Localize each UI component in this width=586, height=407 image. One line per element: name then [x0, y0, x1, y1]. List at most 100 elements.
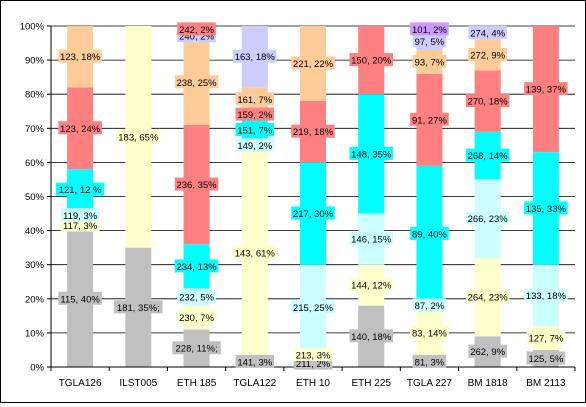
y-tick-label: 60% — [25, 158, 45, 169]
data-label: 119, 3% — [60, 208, 100, 222]
data-label-text: 236, 35% — [176, 180, 217, 191]
data-label: 230, 7% — [177, 310, 216, 324]
data-label-text: 115, 40% — [60, 294, 100, 305]
data-label-bg — [526, 331, 566, 345]
data-label: 215, 25% — [291, 300, 335, 314]
y-tick-label: 100% — [20, 22, 45, 33]
data-label: 97, 5% — [412, 34, 447, 48]
data-label-text: 148, 35% — [351, 149, 392, 160]
data-label: 270, 18% — [465, 94, 510, 108]
data-label-bg — [524, 82, 568, 96]
data-label: 148, 35% — [349, 146, 393, 160]
data-label: 228, 11%; — [172, 341, 221, 355]
data-label-bg — [412, 34, 447, 48]
data-label-bg — [526, 351, 566, 365]
data-label: 140, 18% — [349, 329, 393, 343]
x-category-label: ETH 10 — [296, 378, 330, 389]
data-label-bg — [172, 341, 221, 355]
data-label-text: 268, 14% — [468, 151, 509, 162]
data-label-text: 89, 40% — [412, 230, 447, 241]
data-label: 101, 2% — [410, 22, 449, 36]
x-category-label: BM 1818 — [468, 378, 508, 389]
data-label-text: 211, 2% — [296, 359, 331, 370]
data-label-text: 141, 3% — [237, 357, 272, 368]
data-label-bg — [235, 354, 275, 368]
data-label: 83, 14% — [410, 325, 449, 339]
data-label-text: 274, 4% — [470, 28, 505, 39]
data-label-bg — [291, 206, 335, 220]
data-label: 217, 30% — [291, 206, 335, 220]
x-category-label: ILST005 — [119, 378, 157, 389]
data-label-bg — [349, 232, 393, 246]
data-label-bg — [58, 121, 102, 135]
x-category-label: TGLA126 — [59, 378, 102, 389]
data-label-bg — [60, 208, 100, 222]
data-label-bg — [235, 138, 275, 152]
data-label: 242, 2% — [177, 22, 216, 36]
data-label-text: 149, 2% — [237, 141, 272, 152]
data-label-bg — [174, 177, 219, 191]
data-label-text: 238, 25% — [176, 78, 217, 89]
data-label-text: 221, 22% — [293, 59, 334, 70]
axes: 0% 10% 20% 30% 40% 50% 60% 70% 80% 90% 100% TGLA126… — [20, 22, 576, 389]
y-tick-label: 10% — [25, 328, 45, 339]
data-label-bg — [410, 227, 449, 241]
data-label-text: 215, 25% — [293, 303, 334, 314]
data-label-bg — [412, 354, 447, 368]
data-label: 135, 33% — [524, 201, 568, 215]
data-label-bg — [60, 218, 100, 232]
data-label-text: 213, 3% — [296, 351, 331, 362]
data-label-bg — [349, 53, 393, 67]
data-label-text: 242, 2% — [179, 25, 214, 36]
data-label: 232, 5% — [177, 290, 216, 304]
data-label: 183, 65% — [116, 129, 161, 143]
data-label: 125, 5% — [526, 351, 566, 365]
data-label-bg — [293, 348, 333, 362]
data-label-bg — [468, 344, 507, 358]
data-label-text: 135, 33% — [526, 204, 567, 215]
data-label-bg — [177, 290, 216, 304]
data-label-text: 228, 11%; — [176, 344, 218, 355]
data-label-text: 234, 13% — [176, 262, 217, 273]
data-label: 274, 4% — [468, 25, 507, 39]
data-label-text: 121, 12 % — [59, 185, 102, 196]
data-label-bg — [349, 146, 393, 160]
data-label-text: 97, 5% — [415, 37, 445, 48]
data-label-text: 181, 35%; — [117, 303, 160, 314]
data-label-text: 91, 27% — [412, 115, 447, 126]
data-label-bg — [465, 211, 510, 225]
data-label-text: 270, 18% — [468, 97, 509, 108]
data-label-text: 146, 15% — [351, 235, 392, 246]
data-label-text: 266, 23% — [468, 214, 509, 225]
data-label-text: 125, 5% — [528, 354, 563, 365]
data-label: 146, 15% — [349, 232, 393, 246]
data-label-text: 101, 2% — [412, 25, 447, 36]
x-category-label: BM 2113 — [526, 378, 566, 389]
data-label-bg — [291, 124, 335, 138]
data-label: 133, 18% — [524, 288, 568, 302]
data-label-bg — [410, 112, 449, 126]
data-label: 221, 22% — [291, 56, 335, 70]
data-label: 117, 3% — [60, 218, 100, 232]
data-label: 272, 9% — [468, 47, 507, 61]
data-label-text: 151, 7% — [237, 126, 272, 137]
x-category-label: ETH 225 — [351, 378, 391, 389]
data-label: 268, 14% — [465, 148, 510, 162]
data-label-text: 230, 7% — [179, 313, 214, 324]
data-label-bg — [58, 49, 102, 63]
data-label: 93, 7% — [412, 54, 447, 68]
data-label-bg — [349, 278, 393, 292]
y-tick-label: 0% — [30, 363, 44, 374]
data-label: 87, 2% — [412, 298, 447, 312]
data-label-bg — [468, 25, 507, 39]
data-label-text: 232, 5% — [179, 293, 214, 304]
data-label: 161, 7% — [235, 92, 275, 106]
data-label-bg — [235, 107, 275, 121]
y-tick-label: 30% — [25, 260, 45, 271]
data-label-bg — [235, 123, 275, 137]
bars — [67, 26, 559, 367]
data-label: 163, 18% — [233, 49, 277, 63]
data-label-bg — [410, 325, 449, 339]
data-label-text: 140, 18% — [351, 332, 392, 343]
